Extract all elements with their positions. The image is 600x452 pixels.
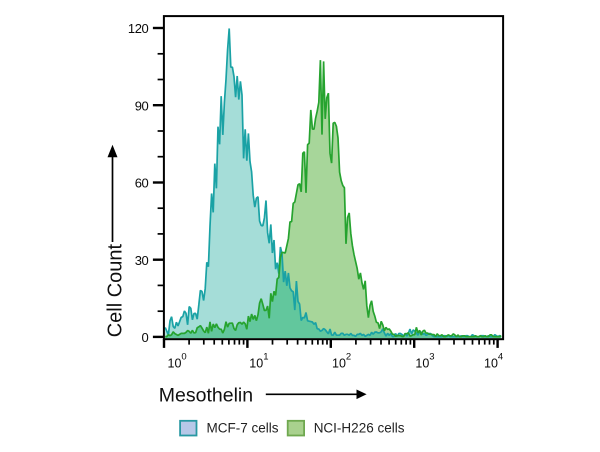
svg-text:90: 90 [135, 98, 149, 113]
svg-text:60: 60 [135, 176, 149, 191]
svg-text:Mesothelin: Mesothelin [159, 385, 253, 407]
svg-text:102: 102 [332, 351, 351, 370]
svg-text:Cell Count: Cell Count [105, 243, 127, 337]
svg-text:NCI-H226 cells: NCI-H226 cells [314, 420, 405, 435]
svg-text:30: 30 [135, 253, 149, 268]
svg-text:101: 101 [249, 351, 268, 370]
svg-text:103: 103 [415, 351, 434, 370]
svg-text:104: 104 [484, 351, 503, 370]
svg-text:0: 0 [142, 330, 149, 345]
svg-text:120: 120 [128, 21, 149, 36]
svg-text:MCF-7 cells: MCF-7 cells [207, 420, 279, 435]
svg-text:100: 100 [168, 351, 187, 370]
